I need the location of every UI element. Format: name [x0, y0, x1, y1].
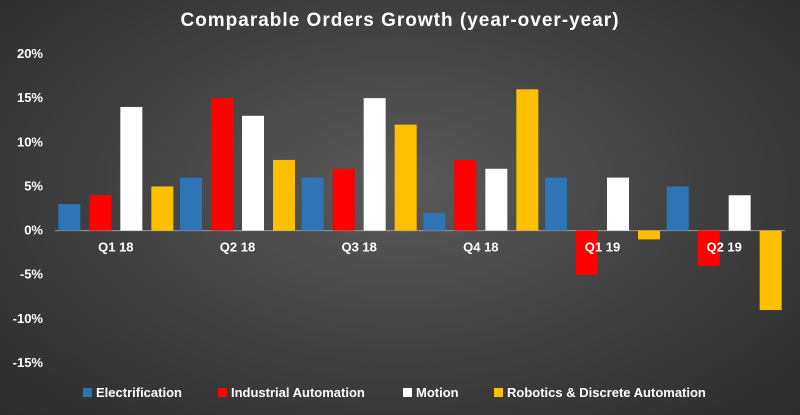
- y-tick-label: -10%: [13, 311, 44, 326]
- x-category-label: Q1 19: [585, 240, 620, 255]
- y-tick-label: 5%: [24, 178, 43, 193]
- x-category-label: Q2 18: [220, 240, 255, 255]
- y-tick-label: 10%: [17, 134, 43, 149]
- bar-motion-q2-19: [728, 195, 751, 231]
- bar-industrial-automation-q2-18: [211, 98, 233, 231]
- bar-motion-q2-18: [242, 115, 264, 231]
- legend-label: Robotics & Discrete Automation: [507, 385, 706, 400]
- bar-robotics-discrete-automation-q2-19: [759, 230, 782, 311]
- bar-industrial-automation-q1-19: [576, 230, 598, 275]
- bar-electrification-q2-18: [180, 177, 202, 231]
- bar-robotics-discrete-automation-q1-19: [638, 230, 660, 240]
- bar-industrial-automation-q4-18: [454, 159, 477, 231]
- y-tick-label: -5%: [20, 267, 44, 282]
- bar-motion-q1-19: [607, 177, 629, 231]
- bar-industrial-automation-q1-18: [89, 195, 112, 231]
- bar-electrification-q2-19: [666, 186, 689, 231]
- y-tick-label: 15%: [17, 90, 43, 105]
- chart-title: Comparable Orders Growth (year-over-year…: [180, 10, 620, 31]
- y-tick-label: 0%: [24, 223, 43, 238]
- x-category-label: Q2 19: [706, 240, 741, 255]
- y-tick-label: 20%: [17, 46, 43, 61]
- bar-electrification-q1-18: [58, 204, 81, 231]
- legend-swatch: [218, 388, 227, 397]
- legend-swatch: [403, 388, 412, 397]
- legend-label: Industrial Automation: [231, 385, 365, 400]
- x-category-label: Q3 18: [341, 240, 376, 255]
- bar-electrification-q3-18: [301, 177, 324, 231]
- x-category-label: Q4 18: [463, 240, 498, 255]
- bar-electrification-q1-19: [545, 177, 567, 231]
- bar-industrial-automation-q3-18: [332, 168, 355, 231]
- bar-robotics-discrete-automation-q1-18: [151, 186, 174, 231]
- bar-motion-q1-18: [120, 106, 143, 231]
- bar-robotics-discrete-automation-q3-18: [394, 124, 417, 231]
- legend-swatch: [83, 388, 92, 397]
- x-category-label: Q1 18: [98, 240, 133, 255]
- bar-robotics-discrete-automation-q4-18: [516, 89, 539, 231]
- bar-industrial-automation-q2-19: [697, 230, 720, 266]
- y-tick-label: -15%: [13, 355, 44, 370]
- bar-motion-q3-18: [363, 98, 386, 231]
- legend-label: Motion: [416, 385, 459, 400]
- bar-electrification-q4-18: [423, 212, 446, 231]
- bar-robotics-discrete-automation-q2-18: [273, 159, 295, 231]
- legend-label: Electrification: [96, 385, 182, 400]
- bar-motion-q4-18: [485, 168, 508, 231]
- legend-swatch: [494, 388, 503, 397]
